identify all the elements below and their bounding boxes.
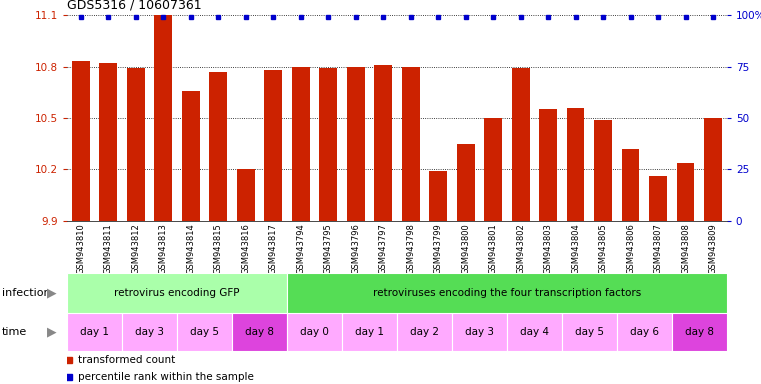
Bar (452, 313, 507, 351)
Text: day 8: day 8 (685, 327, 714, 337)
Bar (507, 313, 562, 351)
Bar (122, 313, 177, 351)
Bar (209, 72, 227, 221)
Bar (72, 61, 90, 221)
Text: percentile rank within the sample: percentile rank within the sample (78, 372, 254, 382)
Text: day 0: day 0 (300, 327, 329, 337)
Text: retroviruses encoding the four transcription factors: retroviruses encoding the four transcrip… (373, 288, 641, 298)
Bar (562, 313, 617, 351)
Bar (704, 118, 722, 221)
Text: day 6: day 6 (630, 327, 659, 337)
Bar (539, 109, 557, 221)
Text: day 4: day 4 (520, 327, 549, 337)
Bar (177, 313, 232, 351)
Bar (287, 273, 727, 313)
Text: time: time (2, 327, 27, 337)
Bar (622, 149, 639, 221)
Text: transformed count: transformed count (78, 356, 176, 366)
Text: ▶: ▶ (47, 326, 56, 339)
Bar (594, 120, 612, 221)
Bar (677, 162, 695, 221)
Bar (672, 313, 727, 351)
Text: day 3: day 3 (465, 327, 494, 337)
Text: day 1: day 1 (80, 327, 109, 337)
Bar (237, 169, 255, 221)
Text: retrovirus encoding GFP: retrovirus encoding GFP (114, 288, 240, 298)
Text: day 8: day 8 (245, 327, 274, 337)
Bar (567, 108, 584, 221)
Bar (457, 144, 475, 221)
Bar (67, 313, 122, 351)
Text: day 3: day 3 (135, 327, 164, 337)
Bar (291, 66, 310, 221)
Bar (67, 273, 287, 313)
Text: day 2: day 2 (410, 327, 439, 337)
Text: day 5: day 5 (575, 327, 603, 337)
Bar (397, 313, 452, 351)
Bar (99, 63, 117, 221)
Bar (374, 65, 392, 221)
Bar (429, 171, 447, 221)
Text: GDS5316 / 10607361: GDS5316 / 10607361 (67, 0, 202, 12)
Bar (484, 118, 502, 221)
Text: ▶: ▶ (47, 286, 56, 299)
Text: infection: infection (2, 288, 50, 298)
Bar (232, 313, 287, 351)
Text: day 1: day 1 (355, 327, 384, 337)
Bar (402, 66, 419, 221)
Bar (127, 68, 145, 221)
Bar (616, 313, 672, 351)
Bar (154, 15, 172, 221)
Bar (649, 176, 667, 221)
Bar (342, 313, 397, 351)
Bar (511, 68, 530, 221)
Bar (319, 68, 337, 221)
Bar (287, 313, 342, 351)
Bar (182, 91, 199, 221)
Bar (264, 70, 282, 221)
Bar (347, 66, 365, 221)
Text: day 5: day 5 (190, 327, 219, 337)
